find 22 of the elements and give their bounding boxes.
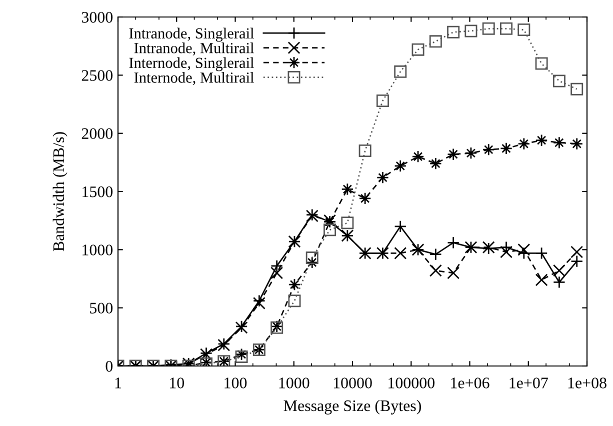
- x-tick-label: 10: [170, 378, 184, 388]
- x-axis-title: Message Size (Bytes): [284, 400, 421, 414]
- y-tick-label: 3000: [82, 12, 113, 23]
- y-tick-label: 500: [90, 302, 113, 314]
- legend-label: Intranode, Singlerail: [129, 28, 254, 42]
- y-axis-title: Bandwidth (MB/s): [52, 132, 68, 252]
- y-tick-label: 2000: [82, 128, 113, 140]
- x-tick-label: 100: [224, 378, 247, 388]
- legend-label: Internode, Singlerail: [129, 57, 254, 72]
- y-tick-label: 2500: [82, 70, 113, 81]
- x-tick-label: 100000: [388, 378, 434, 388]
- x-tick-label: 1: [115, 378, 122, 388]
- x-tick-label: 1e+07: [510, 378, 548, 388]
- legend-label: Intranode, Multirail: [134, 42, 254, 56]
- y-tick-label: 0: [106, 360, 113, 372]
- legend-label: Internode, Multirail: [134, 72, 254, 85]
- x-tick-label: 1000: [279, 378, 310, 388]
- y-tick-label: 1000: [82, 244, 113, 256]
- y-tick-label: 1500: [82, 186, 113, 198]
- x-tick-label: 1e+08: [568, 378, 606, 388]
- x-tick-label: 1e+06: [451, 378, 490, 388]
- x-tick-label: 10000: [334, 378, 372, 388]
